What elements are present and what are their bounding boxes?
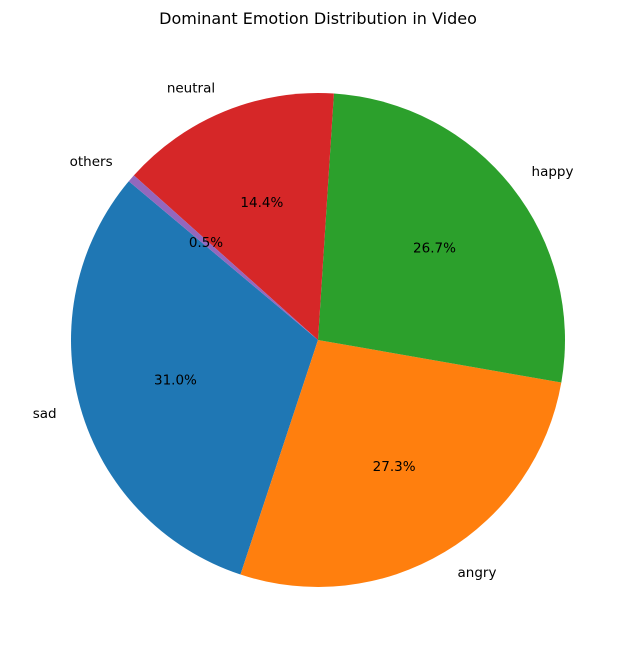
slices-layer	[71, 92, 565, 587]
slice-label-happy: happy	[532, 164, 574, 180]
pie-slice-others	[128, 175, 318, 340]
slice-percent-angry: 27.3%	[373, 459, 416, 475]
pie-slice-neutral	[133, 92, 334, 340]
chart-title: Dominant Emotion Distribution in Video	[159, 9, 477, 28]
slice-percent-sad: 31.0%	[154, 372, 197, 388]
pie-slice-sad	[71, 181, 318, 575]
labels-layer: sad 31.0% angry 27.3% happy 26.7% neutral 14.4%…	[33, 81, 574, 582]
pie-slice-happy	[318, 93, 565, 383]
slice-label-neutral: neutral	[167, 81, 215, 97]
slice-label-sad: sad	[33, 406, 57, 422]
slice-percent-neutral: 14.4%	[240, 195, 283, 211]
slice-label-others: others	[70, 154, 113, 170]
slice-label-angry: angry	[458, 565, 497, 581]
slice-percent-happy: 26.7%	[413, 240, 456, 256]
slice-percent-others: 0.5%	[189, 235, 223, 251]
pie-slice-angry	[240, 340, 562, 587]
